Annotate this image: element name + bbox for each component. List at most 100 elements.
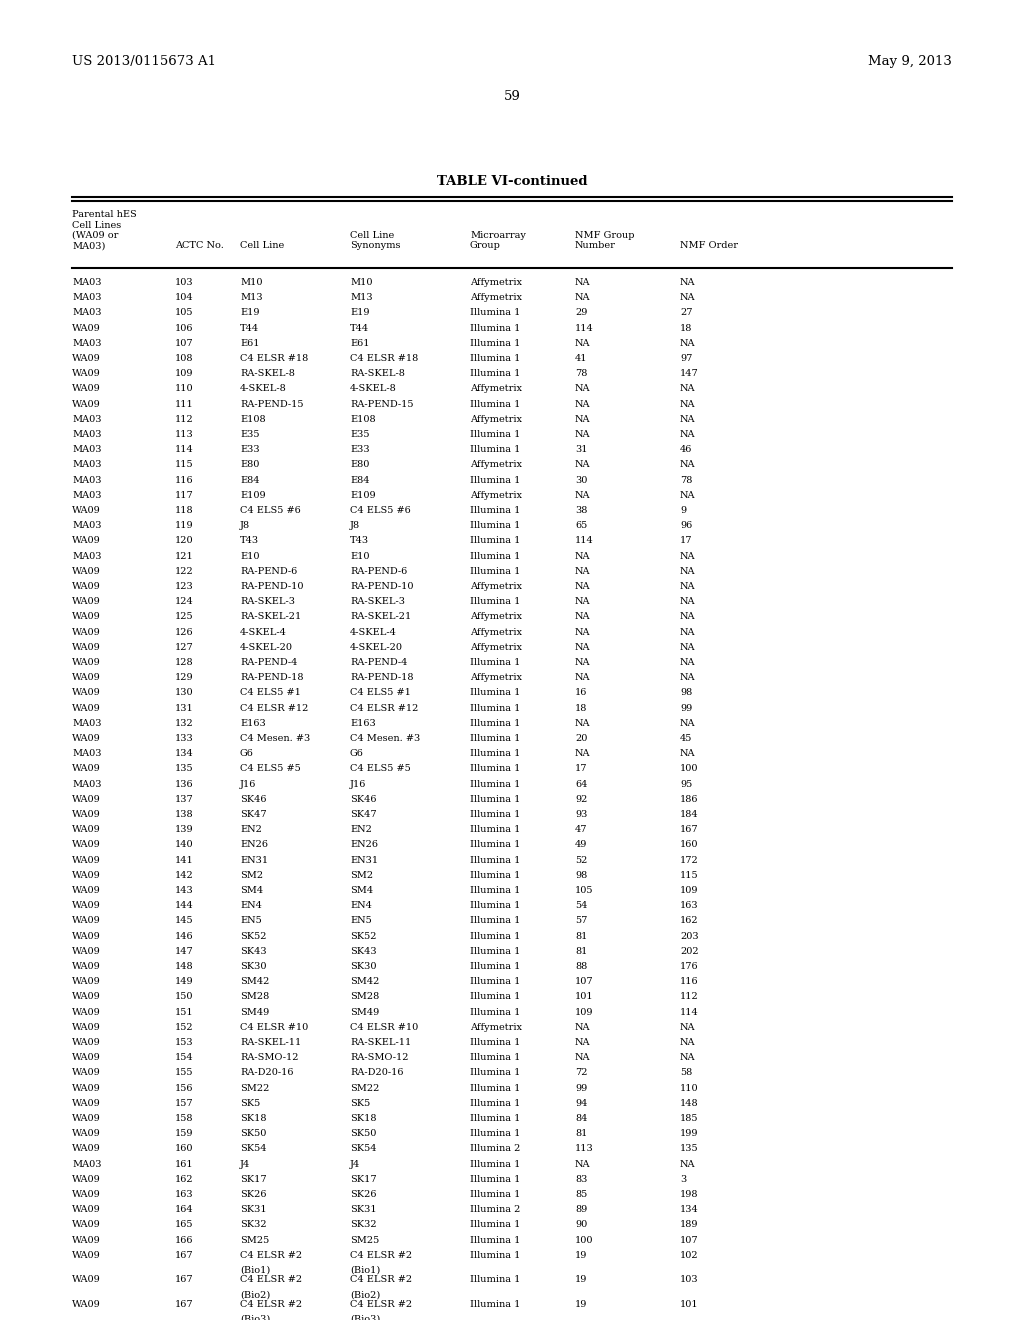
Text: Illumina 1: Illumina 1 [470,309,520,317]
Text: 81: 81 [575,1129,588,1138]
Text: Illumina 1: Illumina 1 [470,430,520,440]
Text: 58: 58 [680,1068,692,1077]
Text: WA09: WA09 [72,400,100,409]
Text: 108: 108 [175,354,194,363]
Text: NA: NA [575,750,591,758]
Text: C4 Mesen. #3: C4 Mesen. #3 [350,734,420,743]
Text: 100: 100 [680,764,698,774]
Text: WA09: WA09 [72,734,100,743]
Text: T43: T43 [240,536,259,545]
Text: SK32: SK32 [350,1221,377,1229]
Text: 116: 116 [680,977,698,986]
Text: 95: 95 [680,780,692,788]
Text: Illumina 1: Illumina 1 [470,704,520,713]
Text: 160: 160 [680,841,698,849]
Text: NA: NA [575,719,591,727]
Text: WA09: WA09 [72,932,100,941]
Text: NA: NA [575,1159,591,1168]
Text: NA: NA [575,339,591,347]
Text: Illumina 1: Illumina 1 [470,1038,520,1047]
Text: 198: 198 [680,1191,698,1199]
Text: C4 ELSR #2: C4 ELSR #2 [350,1275,412,1284]
Text: Illumina 1: Illumina 1 [470,1114,520,1123]
Text: 138: 138 [175,810,194,818]
Text: Illumina 1: Illumina 1 [470,780,520,788]
Text: 49: 49 [575,841,588,849]
Text: C4 ELSR #12: C4 ELSR #12 [240,704,308,713]
Text: EN31: EN31 [240,855,268,865]
Text: Illumina 1: Illumina 1 [470,825,520,834]
Text: WA09: WA09 [72,962,100,972]
Text: NA: NA [680,1023,695,1032]
Text: NA: NA [575,673,591,682]
Text: NA: NA [575,384,591,393]
Text: NMF Group: NMF Group [575,231,635,240]
Text: NA: NA [575,627,591,636]
Text: SK50: SK50 [350,1129,377,1138]
Text: 142: 142 [175,871,194,880]
Text: 114: 114 [575,536,594,545]
Text: MA03: MA03 [72,445,101,454]
Text: WA09: WA09 [72,825,100,834]
Text: 103: 103 [175,279,194,286]
Text: Illumina 1: Illumina 1 [470,1191,520,1199]
Text: 111: 111 [175,400,194,409]
Text: Illumina 1: Illumina 1 [470,1129,520,1138]
Text: C4 Mesen. #3: C4 Mesen. #3 [240,734,310,743]
Text: 17: 17 [680,536,692,545]
Text: E19: E19 [240,309,259,317]
Text: MA03: MA03 [72,461,101,470]
Text: 152: 152 [175,1023,194,1032]
Text: C4 ELSR #2: C4 ELSR #2 [350,1251,412,1259]
Text: Cell Line: Cell Line [350,231,394,240]
Text: 99: 99 [575,1084,587,1093]
Text: WA09: WA09 [72,689,100,697]
Text: E163: E163 [350,719,376,727]
Text: SK32: SK32 [240,1221,266,1229]
Text: 97: 97 [680,354,692,363]
Text: 185: 185 [680,1114,698,1123]
Text: SM28: SM28 [240,993,269,1002]
Text: 122: 122 [175,566,194,576]
Text: 107: 107 [680,1236,698,1245]
Text: RA-PEND-18: RA-PEND-18 [240,673,303,682]
Text: MA03: MA03 [72,780,101,788]
Text: 117: 117 [175,491,194,500]
Text: (Bio3): (Bio3) [240,1315,270,1320]
Text: 167: 167 [175,1275,194,1284]
Text: SM42: SM42 [350,977,379,986]
Text: Illumina 1: Illumina 1 [470,916,520,925]
Text: 162: 162 [175,1175,194,1184]
Text: NA: NA [575,582,591,591]
Text: E10: E10 [350,552,370,561]
Text: Illumina 1: Illumina 1 [470,810,520,818]
Text: Illumina 1: Illumina 1 [470,977,520,986]
Text: 19: 19 [575,1251,588,1259]
Text: Illumina 1: Illumina 1 [470,734,520,743]
Text: 65: 65 [575,521,587,531]
Text: 166: 166 [175,1236,194,1245]
Text: Illumina 1: Illumina 1 [470,323,520,333]
Text: 31: 31 [575,445,588,454]
Text: 104: 104 [175,293,194,302]
Text: NA: NA [680,627,695,636]
Text: (Bio1): (Bio1) [240,1266,270,1275]
Text: 4-SKEL-20: 4-SKEL-20 [240,643,293,652]
Text: SM22: SM22 [240,1084,269,1093]
Text: NA: NA [575,279,591,286]
Text: J8: J8 [240,521,250,531]
Text: Illumina 1: Illumina 1 [470,841,520,849]
Text: 153: 153 [175,1038,194,1047]
Text: J16: J16 [350,780,367,788]
Text: 109: 109 [575,1007,594,1016]
Text: (Bio3): (Bio3) [350,1315,380,1320]
Text: 113: 113 [175,430,194,440]
Text: WA09: WA09 [72,704,100,713]
Text: Illumina 1: Illumina 1 [470,657,520,667]
Text: RA-SKEL-8: RA-SKEL-8 [240,370,295,379]
Text: 4-SKEL-8: 4-SKEL-8 [350,384,396,393]
Text: RA-SKEL-11: RA-SKEL-11 [350,1038,412,1047]
Text: RA-SKEL-3: RA-SKEL-3 [240,597,295,606]
Text: 4-SKEL-8: 4-SKEL-8 [240,384,287,393]
Text: 143: 143 [175,886,194,895]
